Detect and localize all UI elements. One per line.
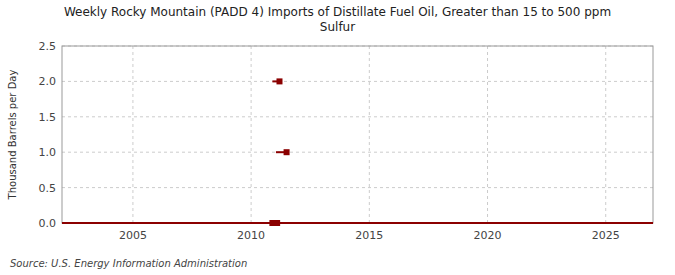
grid-line	[62, 116, 653, 117]
grid-line	[605, 46, 606, 223]
marker	[284, 149, 290, 155]
line	[62, 222, 653, 224]
data	[62, 78, 653, 226]
tick-label: 2020	[474, 229, 502, 242]
grid-line	[62, 187, 653, 188]
marker	[276, 78, 282, 84]
tick-label: 1.0	[39, 146, 57, 159]
title: Weekly Rocky Mountain (PADD 4) Imports o…	[64, 5, 611, 34]
grid-line	[487, 46, 488, 223]
plot-frame	[62, 46, 653, 223]
tick-label: 2.5	[39, 40, 57, 53]
grid-line	[369, 46, 370, 223]
background	[0, 0, 675, 275]
tick-label: 2015	[355, 229, 383, 242]
tick-label: 2025	[592, 229, 620, 242]
grid-line	[251, 46, 252, 223]
grid-line	[62, 152, 653, 153]
grid	[62, 46, 653, 223]
y-axis-label: Thousand Barrels per Day	[7, 70, 18, 201]
tick-label: 0.0	[39, 217, 57, 230]
tick-label: 0.5	[39, 182, 57, 195]
tick-label: 2005	[119, 229, 147, 242]
tick-label: 2010	[237, 229, 265, 242]
tick-label: 1.5	[39, 111, 57, 124]
marker	[274, 220, 280, 226]
tick-label: 2.0	[39, 75, 57, 88]
grid-line	[62, 223, 653, 224]
grid-line	[132, 46, 133, 223]
annotation: Source: U.S. Energy Information Administ…	[10, 258, 247, 269]
grid-line	[62, 81, 653, 82]
